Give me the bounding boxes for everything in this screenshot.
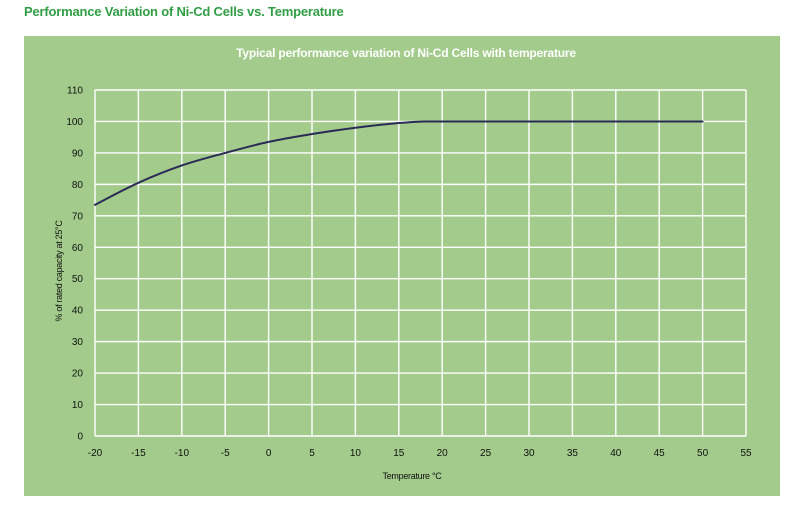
tick-labels: -20 -15 -10 -5 0 5 10 15 20 25 30 35 40 45 50 55 0 10 20 30… <box>66 86 752 460</box>
y-tick-label: 100 <box>66 117 83 128</box>
grid-lines <box>94 89 747 437</box>
x-tick-label: 45 <box>654 448 666 459</box>
series-line-0 <box>94 120 704 206</box>
y-tick-label: 80 <box>72 180 84 191</box>
series-lines <box>94 120 704 206</box>
x-tick-label: 30 <box>523 448 535 459</box>
y-tick-label: 30 <box>72 337 84 348</box>
x-tick-label: 40 <box>610 448 622 459</box>
x-tick-label: -20 <box>88 448 103 459</box>
x-tick-label: 5 <box>309 448 315 459</box>
x-tick-label: 55 <box>740 448 752 459</box>
chart: Typical performance variation of Ni-Cd C… <box>54 46 752 481</box>
y-tick-label: 10 <box>72 400 84 411</box>
y-tick-label: 40 <box>72 306 84 317</box>
x-tick-label: 20 <box>437 448 449 459</box>
x-tick-label: -10 <box>175 448 190 459</box>
x-tick-label: 15 <box>393 448 405 459</box>
y-tick-label: 20 <box>72 369 84 380</box>
y-tick-label: 60 <box>72 243 84 254</box>
y-tick-label: 70 <box>72 211 84 222</box>
x-tick-label: 10 <box>350 448 362 459</box>
x-tick-label: 35 <box>567 448 579 459</box>
y-tick-label: 0 <box>77 432 83 443</box>
y-tick-label: 50 <box>72 274 84 285</box>
x-tick-label: -15 <box>131 448 146 459</box>
y-axis-label: % of rated capacity at 25°C <box>54 220 64 322</box>
chart-title: Typical performance variation of Ni-Cd C… <box>236 46 576 60</box>
y-tick-label: 90 <box>72 148 84 159</box>
chart-panel: Typical performance variation of Ni-Cd C… <box>24 36 780 496</box>
x-tick-label: 50 <box>697 448 709 459</box>
y-tick-label: 110 <box>67 86 83 97</box>
page-title: Performance Variation of Ni-Cd Cells vs.… <box>24 4 344 19</box>
x-tick-label: 25 <box>480 448 492 459</box>
x-tick-label: -5 <box>221 448 230 459</box>
x-axis-label: Temperature °C <box>383 471 443 481</box>
x-tick-label: 0 <box>266 448 272 459</box>
